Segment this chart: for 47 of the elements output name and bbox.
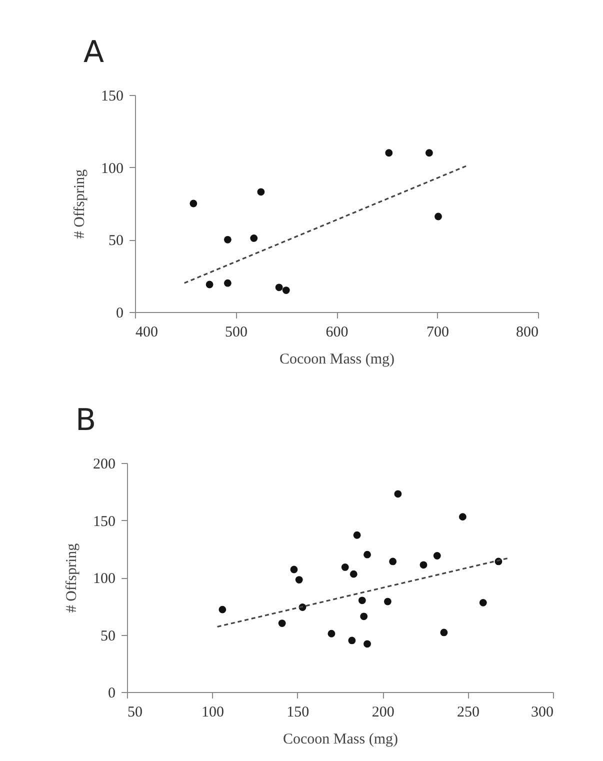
y-tick-label: 0: [108, 686, 116, 702]
point: [341, 563, 349, 571]
point: [218, 606, 226, 614]
x-tick-label: 50: [128, 704, 142, 720]
point: [348, 636, 356, 644]
x-tick-label: 800: [516, 324, 538, 340]
x-tick-label: 600: [326, 324, 348, 340]
point: [350, 570, 358, 578]
x-tick-label: 700: [426, 324, 449, 340]
chart-title: B: [76, 403, 96, 438]
point: [353, 531, 361, 539]
x-tick-label: 500: [225, 324, 248, 340]
y-axis-title: # Offspring: [64, 542, 80, 613]
x-tick-label: 100: [201, 704, 224, 720]
point: [364, 640, 371, 648]
x-tick-label: 300: [531, 704, 554, 720]
point: [364, 550, 371, 558]
y-tick-label: 150: [93, 514, 116, 530]
point: [433, 552, 441, 560]
point: [420, 561, 428, 569]
point: [479, 598, 487, 606]
point: [458, 513, 466, 521]
x-tick-label: 400: [136, 324, 158, 340]
point: [328, 630, 336, 638]
x-axis-title: Cocoon Mass (mg): [283, 732, 398, 748]
x-axis-title: Cocoon Mass (mg): [280, 352, 394, 368]
point: [295, 576, 303, 584]
point: [384, 598, 392, 606]
y-tick-label: 200: [93, 456, 116, 472]
point: [389, 558, 397, 566]
point: [440, 628, 448, 636]
point: [360, 612, 368, 620]
point: [358, 596, 366, 604]
point: [290, 566, 298, 574]
y-tick-label: 50: [108, 233, 124, 250]
point: [394, 490, 402, 498]
y-tick-label: 50: [100, 628, 116, 644]
x-tick-label: 150: [286, 704, 310, 720]
y-axis-title: # Offspring: [72, 168, 88, 239]
y-tick-label: 100: [101, 160, 124, 177]
y-tick-label: 100: [93, 571, 116, 587]
x-tick-label: 250: [457, 704, 480, 720]
y-tick-label: 150: [101, 88, 124, 104]
point: [278, 620, 286, 627]
x-tick-label: 200: [372, 704, 394, 720]
chart-title: A: [84, 35, 104, 70]
y-tick-label: 0: [116, 306, 124, 322]
